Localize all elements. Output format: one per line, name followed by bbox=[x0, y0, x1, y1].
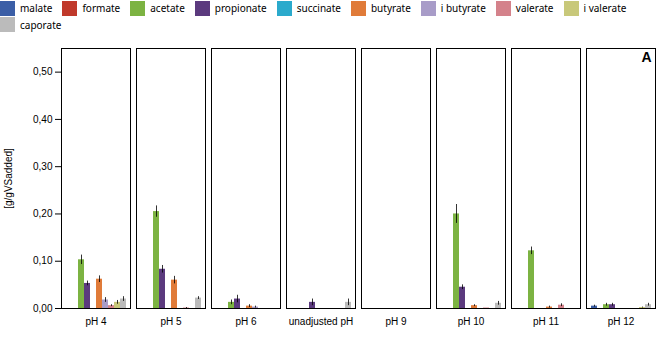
svg-text:pH 10: pH 10 bbox=[458, 316, 485, 327]
svg-text:0,40: 0,40 bbox=[33, 114, 53, 125]
svg-text:pH 11: pH 11 bbox=[533, 316, 559, 327]
svg-text:0,30: 0,30 bbox=[33, 161, 53, 172]
html-text:valerate: valerate bbox=[515, 1, 554, 16]
html-text:caporate: caporate bbox=[20, 17, 62, 32]
html-text:i butyrate: i butyrate bbox=[440, 1, 486, 16]
html-text:propionate: propionate bbox=[214, 1, 267, 16]
html-text:acetate: acetate bbox=[150, 1, 185, 16]
svg-text:A: A bbox=[641, 49, 651, 65]
svg-text:0,50: 0,50 bbox=[33, 66, 53, 77]
html-text:malate: malate bbox=[20, 1, 53, 16]
svg-text:pH 9: pH 9 bbox=[385, 316, 407, 327]
html-text:butyrate: butyrate bbox=[370, 1, 411, 16]
html-text:i valerate: i valerate bbox=[583, 1, 627, 16]
svg-text:pH 12: pH 12 bbox=[608, 316, 635, 327]
html-text:formate: formate bbox=[82, 1, 121, 16]
svg-text:[g/gVSadded]: [g/gVSadded] bbox=[3, 148, 14, 209]
html-text:succinate: succinate bbox=[296, 1, 341, 16]
svg-text:unadjusted pH: unadjusted pH bbox=[289, 316, 354, 327]
svg-text:0,00: 0,00 bbox=[33, 303, 53, 314]
svg-text:pH 5: pH 5 bbox=[160, 316, 182, 327]
svg-text:pH 4: pH 4 bbox=[85, 316, 107, 327]
svg-text:0,10: 0,10 bbox=[33, 255, 53, 266]
svg-text:0,20: 0,20 bbox=[33, 208, 53, 219]
svg-text:pH 6: pH 6 bbox=[235, 316, 257, 327]
